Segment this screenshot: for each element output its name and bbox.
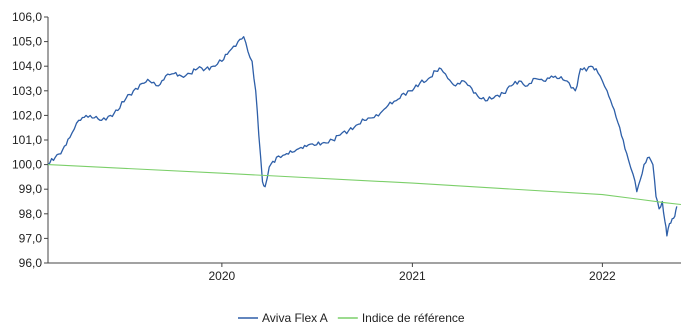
y-tick-label: 99,0 [19,182,43,196]
y-tick-label: 105,0 [12,35,42,49]
x-axis-ticks: 2020 2021 2022 [209,263,616,283]
y-tick-label: 98,0 [19,207,43,221]
y-tick-label: 102,0 [12,108,42,122]
y-tick-label: 97,0 [19,231,43,245]
legend-label: Aviva Flex A [262,311,328,325]
y-tick-label: 100,0 [12,158,42,172]
y-tick-label: 96,0 [19,256,43,270]
y-axis-ticks: 96,0 97,0 98,0 99,0 100,0 101,0 102,0 103,0 104,… [12,10,48,270]
y-tick-label: 104,0 [12,59,42,73]
x-tick-label: 2022 [589,269,616,283]
y-tick-label: 101,0 [12,133,42,147]
series-layer [47,36,682,237]
legend: Aviva Flex A Indice de référence [238,311,465,325]
x-tick-label: 2020 [209,269,236,283]
plot-area: 96,0 97,0 98,0 99,0 100,0 101,0 102,0 103,0 104,… [12,10,682,283]
series-line-benchmark [47,164,682,206]
y-tick-label: 106,0 [12,10,42,24]
y-tick-label: 103,0 [12,84,42,98]
series-line-fund [47,36,678,237]
legend-label: Indice de référence [362,311,465,325]
x-tick-label: 2021 [399,269,426,283]
